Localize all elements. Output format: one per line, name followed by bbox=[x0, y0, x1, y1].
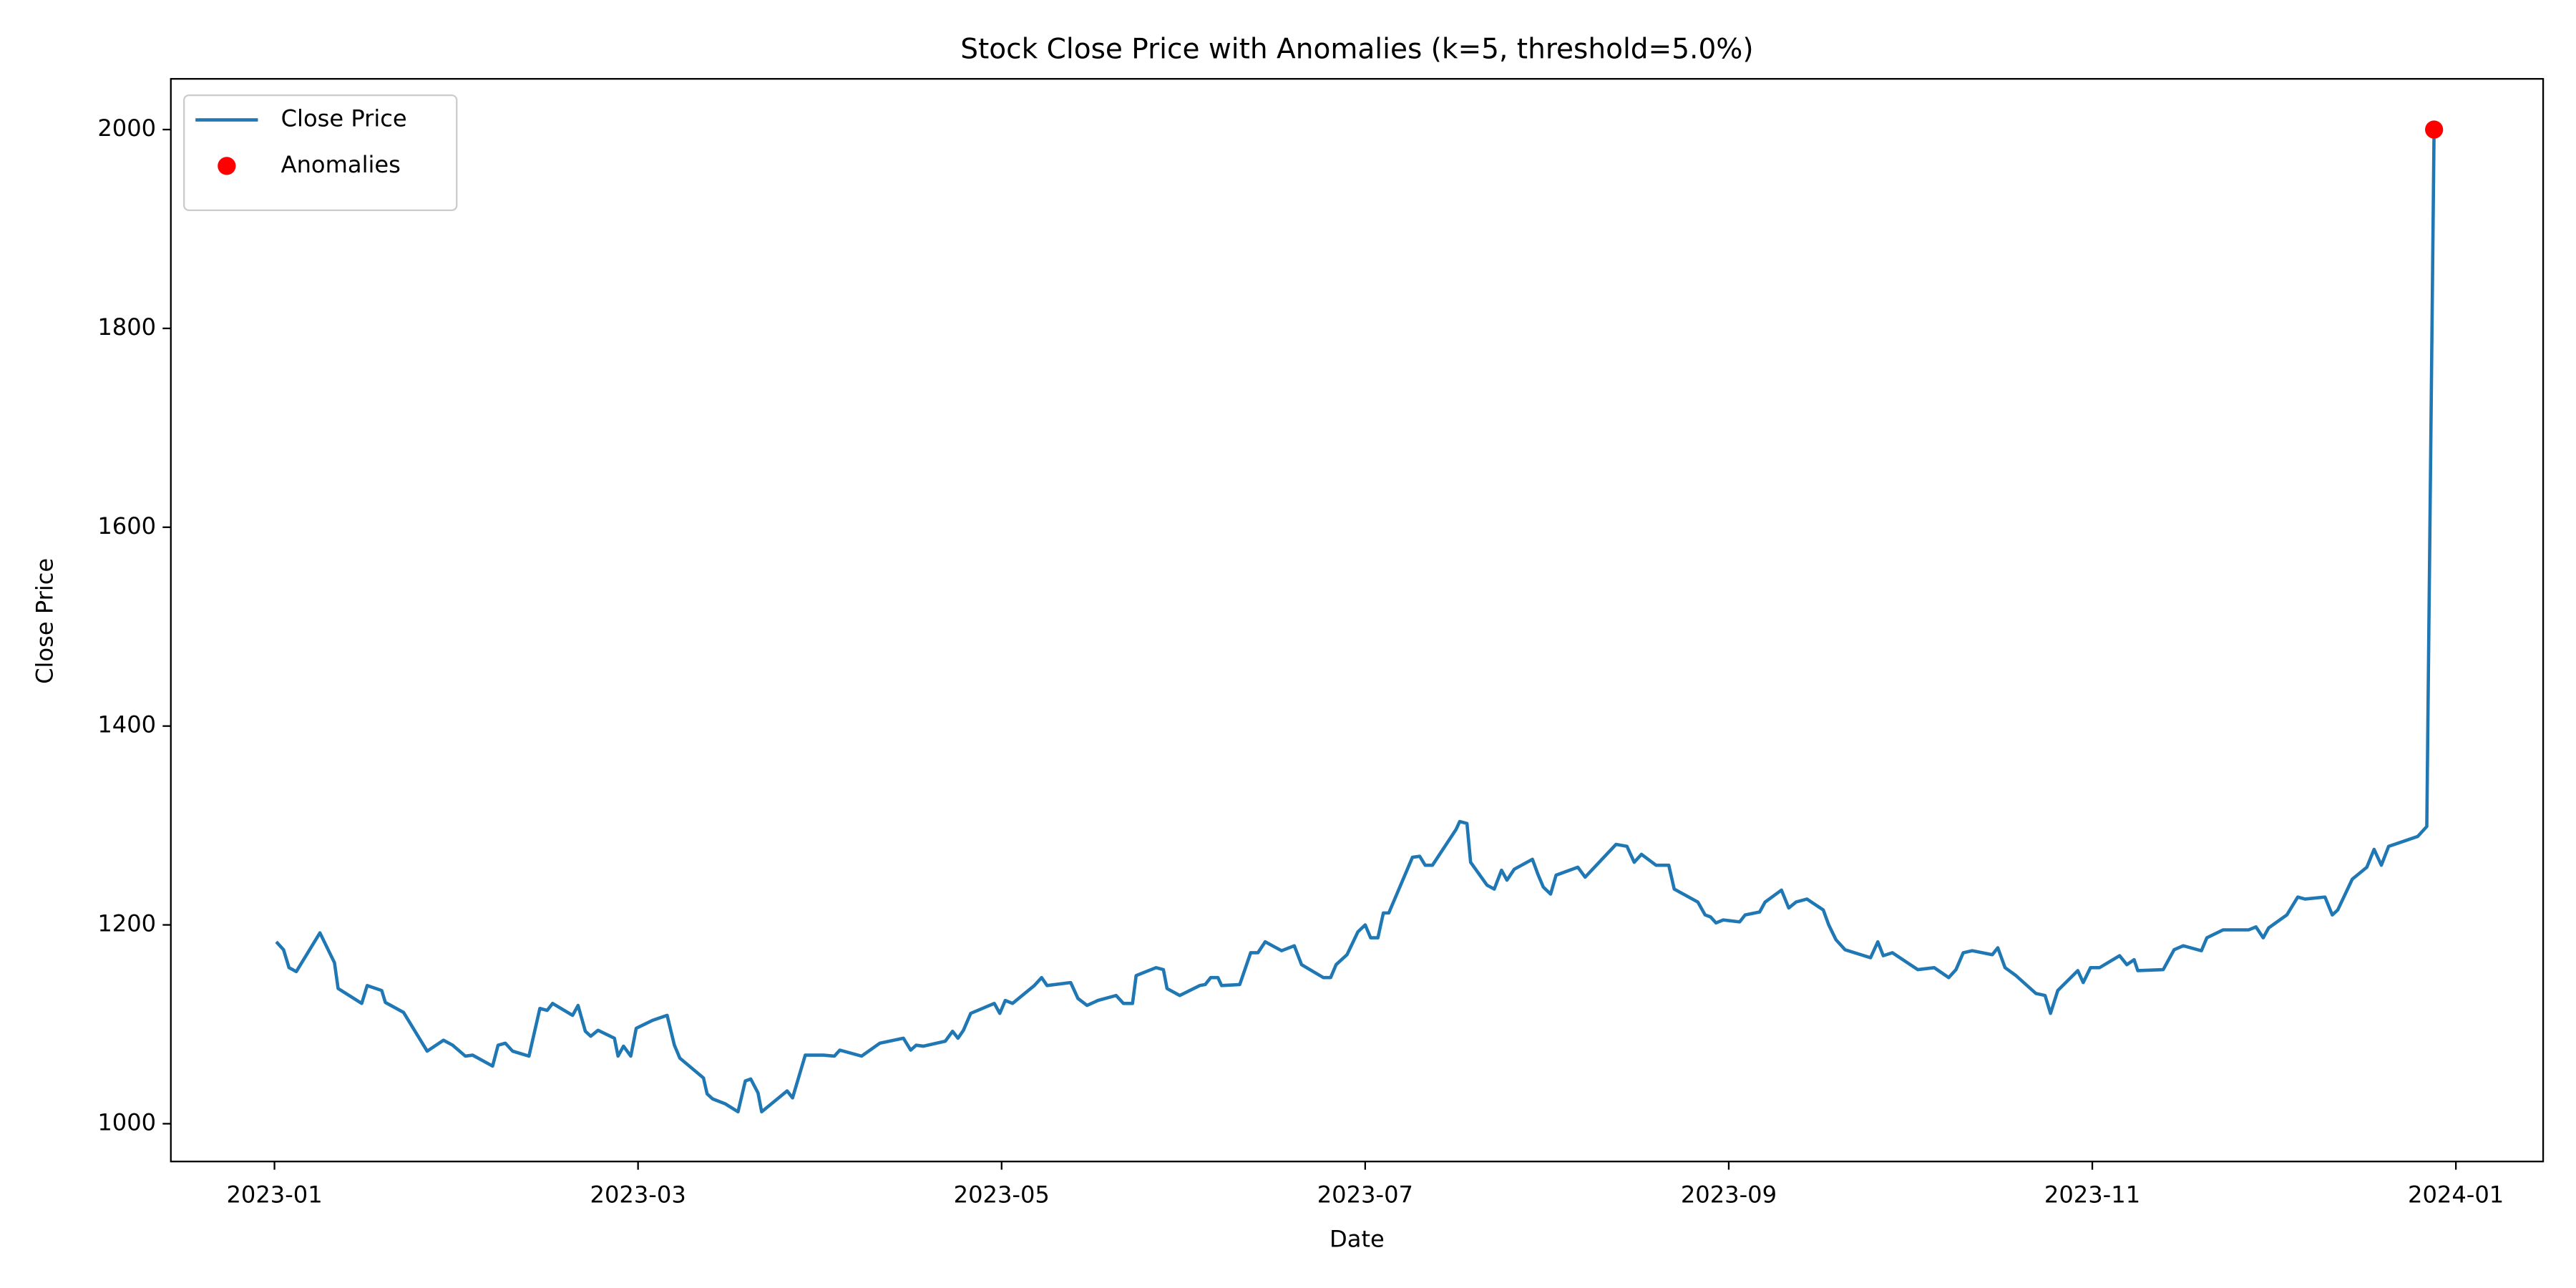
y-tick-label: 1000 bbox=[97, 1108, 156, 1136]
y-tick-label: 1200 bbox=[97, 910, 156, 937]
y-tick-label: 2000 bbox=[97, 114, 156, 142]
x-tick-label: 2023-05 bbox=[954, 1181, 1050, 1208]
y-tick-label: 1800 bbox=[97, 313, 156, 341]
axes-frame bbox=[170, 78, 2545, 1163]
legend-marker bbox=[218, 157, 236, 175]
legend-label: Anomalies bbox=[281, 151, 401, 178]
x-tick-label: 2023-11 bbox=[2044, 1181, 2140, 1208]
plot-area bbox=[275, 120, 2444, 1114]
legend-box bbox=[182, 94, 458, 212]
x-tick-label: 2024-01 bbox=[2408, 1181, 2504, 1208]
x-tick-label: 2023-03 bbox=[590, 1181, 686, 1208]
x-tick-label: 2023-07 bbox=[1317, 1181, 1413, 1208]
chart-title: Stock Close Price with Anomalies (k=5, t… bbox=[960, 34, 1753, 66]
x-axis-label: Date bbox=[1330, 1225, 1385, 1252]
y-tick-label: 1600 bbox=[97, 512, 156, 540]
anomaly-point bbox=[2425, 120, 2444, 139]
legend: Close Price Anomalies bbox=[182, 94, 458, 212]
legend-label: Close Price bbox=[281, 105, 407, 132]
y-axis-label: Close Price bbox=[31, 558, 58, 684]
x-tick-label: 2023-01 bbox=[226, 1181, 322, 1208]
y-tick-label: 1400 bbox=[97, 711, 156, 738]
price-line bbox=[275, 130, 2436, 1114]
x-tick-label: 2023-09 bbox=[1681, 1181, 1777, 1208]
